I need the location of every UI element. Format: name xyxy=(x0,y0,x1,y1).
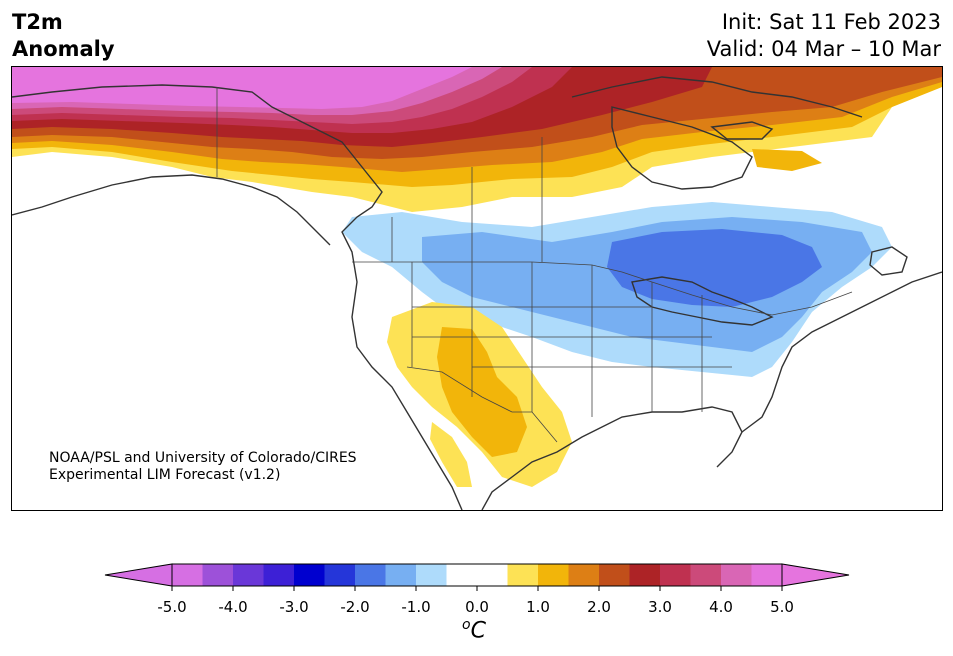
credit-line-2: Experimental LIM Forecast (v1.2) xyxy=(49,467,281,483)
colorbar-bins xyxy=(172,564,783,586)
gulf-coast xyxy=(481,406,743,510)
init-date: Init: Sat 11 Feb 2023 xyxy=(721,10,941,34)
colorbar-tick-label: -3.0 xyxy=(279,598,309,616)
warm-anomaly-baja xyxy=(430,422,472,487)
state-lines xyxy=(391,137,732,417)
colorbar-bin xyxy=(233,564,264,586)
colorbar-bin xyxy=(446,564,478,586)
colorbar-tick-label: -2.0 xyxy=(340,598,370,616)
colorbar-tick-label: 5.0 xyxy=(770,598,794,616)
colorbar-tick-label: -1.0 xyxy=(401,598,431,616)
credit-text: NOAA/PSL and University of Colorado/CIRE… xyxy=(49,450,357,484)
colorbar-bin xyxy=(690,564,722,586)
title-line-2: Anomaly xyxy=(12,37,115,61)
colorbar-bin xyxy=(751,564,783,586)
colorbar-tick-label: 2.0 xyxy=(587,598,611,616)
political-borders xyxy=(216,87,853,443)
warm-anomaly-north-core xyxy=(12,67,472,109)
unit-base: C xyxy=(470,618,486,644)
hudson-bay xyxy=(611,106,753,190)
colorbar-tick-label: -5.0 xyxy=(157,598,187,616)
colorbar-bin xyxy=(172,564,203,586)
colorbar-bin xyxy=(202,564,234,586)
alaska-coast xyxy=(12,84,463,510)
map-canvas xyxy=(12,67,942,510)
colorbar xyxy=(104,563,850,591)
colorbar-bin xyxy=(294,564,325,586)
coastlines xyxy=(12,76,942,510)
colorbar-bin xyxy=(324,564,356,586)
colorbar-tick-label: 1.0 xyxy=(526,598,550,616)
valid-range: Valid: 04 Mar – 10 Mar xyxy=(706,37,941,61)
arctic-islands xyxy=(571,76,863,140)
credit-line-1: NOAA/PSL and University of Colorado/CIRE… xyxy=(49,450,357,466)
title-line-1: T2m xyxy=(12,10,63,34)
warm-anomaly-labrador xyxy=(752,149,822,171)
colorbar-bin xyxy=(629,564,661,586)
cool-anomaly-core xyxy=(607,229,822,307)
colorbar-bin xyxy=(599,564,630,586)
colorbar-max-extension xyxy=(781,563,850,587)
colorbar-bin xyxy=(568,564,600,586)
map-title: T2m Anomaly xyxy=(12,9,115,63)
anomaly-map xyxy=(11,66,943,511)
east-coast xyxy=(741,271,942,433)
colorbar-ticks xyxy=(171,586,783,591)
colorbar-unit: oC xyxy=(462,617,486,643)
colorbar-tick-label: 4.0 xyxy=(709,598,733,616)
colorbar-bin xyxy=(416,564,447,586)
anomaly-fields xyxy=(12,67,942,487)
colorbar-bin xyxy=(660,564,691,586)
colorbar-bin xyxy=(538,564,569,586)
alaska-south-coast xyxy=(12,174,331,246)
newfoundland xyxy=(869,246,908,276)
colorbar-bin xyxy=(385,564,417,586)
colorbar-tick-label: -4.0 xyxy=(218,598,248,616)
unit-superscript: o xyxy=(462,617,471,633)
colorbar-bin xyxy=(477,564,508,586)
colorbar-min-extension xyxy=(104,563,173,587)
forecast-dates: Init: Sat 11 Feb 2023 Valid: 04 Mar – 10… xyxy=(707,9,941,63)
colorbar-bin xyxy=(355,564,386,586)
colorbar-bin xyxy=(721,564,752,586)
colorbar-bin xyxy=(507,564,539,586)
great-lakes xyxy=(631,276,774,326)
colorbar-tick-label: 3.0 xyxy=(648,598,672,616)
us-mexico-border xyxy=(406,366,558,443)
colorbar-bin xyxy=(263,564,295,586)
colorbar-tick-label: 0.0 xyxy=(465,598,489,616)
warm-anomaly-southwest-core xyxy=(437,327,527,457)
